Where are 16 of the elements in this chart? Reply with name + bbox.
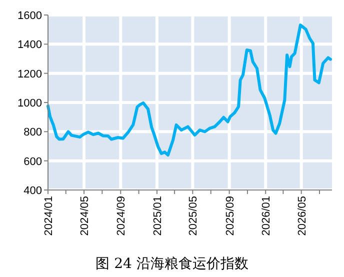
x-tick-label: 2024/05 [79, 196, 92, 236]
x-tick-label: 2025/05 [188, 196, 200, 236]
y-tick-label: 1400 [18, 39, 42, 52]
x-tick-label: 2026/01 [260, 196, 273, 236]
y-tick-label: 1000 [18, 98, 42, 110]
y-tick-label: 1200 [18, 68, 42, 80]
x-tick-label: 2024/09 [116, 196, 128, 236]
x-tick-label: 2024/01 [43, 196, 55, 236]
x-tick-label: 2025/01 [152, 196, 164, 236]
x-tick-label: 2026/05 [296, 196, 308, 236]
y-tick-label: 600 [24, 156, 42, 168]
y-tick-label: 400 [24, 185, 42, 197]
y-tick-label: 800 [24, 126, 42, 139]
text: 图 24 沿海粮食运价指数 [96, 256, 248, 272]
y-tick-label: 1600 [18, 10, 42, 22]
x-tick-label: 2025/09 [224, 196, 236, 236]
